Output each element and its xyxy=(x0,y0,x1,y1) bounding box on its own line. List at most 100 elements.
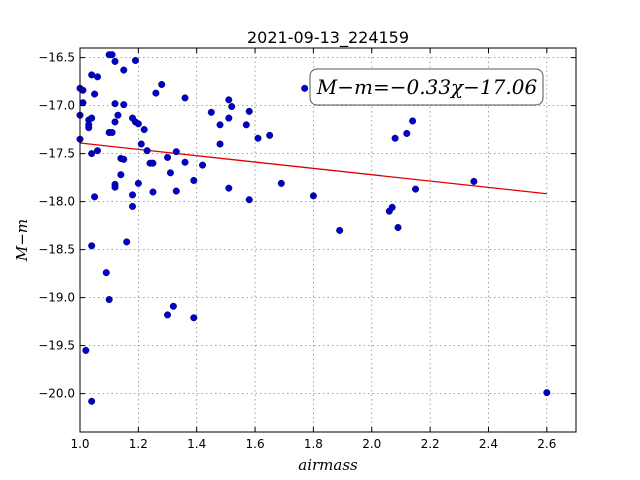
x-tick-label: 2.6 xyxy=(537,437,556,451)
data-point xyxy=(169,302,177,310)
axis-ticks xyxy=(79,48,576,432)
data-point xyxy=(309,192,317,200)
data-point xyxy=(120,66,128,74)
data-point xyxy=(254,134,262,142)
data-point xyxy=(149,159,157,167)
x-tick-labels: 1.0 1.2 1.4 1.6 1.8 2.0 2.2 2.4 2.6 xyxy=(70,437,556,451)
data-point xyxy=(266,131,274,139)
fit-annotation: M−m=−0.33χ−17.06 xyxy=(309,68,544,106)
data-point xyxy=(143,147,151,155)
data-point xyxy=(242,121,250,129)
plot-area xyxy=(80,48,576,432)
x-axis-label: airmass xyxy=(298,456,358,474)
data-point xyxy=(108,128,116,136)
data-point xyxy=(131,56,139,64)
fit-line xyxy=(79,142,547,195)
data-point xyxy=(91,90,99,98)
data-point xyxy=(216,140,224,148)
data-point xyxy=(134,179,142,187)
data-point xyxy=(79,86,87,94)
data-point xyxy=(164,153,172,161)
data-point xyxy=(172,148,180,156)
data-point xyxy=(91,193,99,201)
y-tick-label: −18.5 xyxy=(38,243,75,257)
data-point xyxy=(172,187,180,195)
data-point xyxy=(120,155,128,163)
y-tick-label: −19.5 xyxy=(38,339,75,353)
y-tick-label: −19.0 xyxy=(38,291,75,305)
data-point xyxy=(190,314,198,322)
data-point xyxy=(85,124,93,132)
data-points xyxy=(76,51,551,405)
x-tick-label: 1.8 xyxy=(304,437,323,451)
y-tick-labels: −16.5 −17.0 −17.5 −18.0 −18.5 −19.0 −19.5 −20.0 xyxy=(38,51,75,401)
data-point xyxy=(225,96,233,104)
data-point xyxy=(108,51,116,59)
data-point xyxy=(129,202,137,210)
data-point xyxy=(166,169,174,177)
data-point xyxy=(245,196,253,204)
plot-frame xyxy=(79,47,577,433)
data-point xyxy=(277,179,285,187)
x-tick-label: 1.6 xyxy=(246,437,265,451)
data-point xyxy=(117,171,125,179)
data-point xyxy=(120,101,128,109)
x-tick-label: 1.4 xyxy=(187,437,206,451)
data-point xyxy=(181,94,189,102)
fit-line-group xyxy=(79,142,547,195)
data-point xyxy=(134,120,142,128)
data-point xyxy=(245,107,253,115)
data-point xyxy=(391,134,399,142)
data-point xyxy=(111,100,119,108)
data-point xyxy=(137,140,145,148)
data-point xyxy=(114,111,122,119)
data-point xyxy=(88,71,96,79)
x-tick-label: 2.0 xyxy=(362,437,381,451)
data-point xyxy=(225,114,233,122)
chart-title: 2021-09-13_224159 xyxy=(247,28,409,48)
data-point xyxy=(88,150,96,158)
annotation-text: M−m=−0.33χ−17.06 xyxy=(316,75,538,99)
data-point xyxy=(149,188,157,196)
data-point xyxy=(470,177,478,185)
data-point xyxy=(164,311,172,319)
data-point xyxy=(152,89,160,97)
x-tick-label: 2.2 xyxy=(421,437,440,451)
y-axis-label: M−m xyxy=(13,219,31,262)
data-point xyxy=(111,118,119,126)
grid-lines xyxy=(79,48,576,432)
y-tick-label: −18.0 xyxy=(38,195,75,209)
data-point xyxy=(111,183,119,191)
data-point xyxy=(301,84,309,92)
data-point xyxy=(225,184,233,192)
data-point xyxy=(336,226,344,234)
data-point xyxy=(543,389,551,397)
data-point xyxy=(207,108,215,116)
data-point xyxy=(228,103,236,111)
x-tick-label: 2.4 xyxy=(479,437,498,451)
y-tick-label: −16.5 xyxy=(38,51,75,65)
data-point xyxy=(79,99,87,107)
data-point xyxy=(388,203,396,211)
data-point xyxy=(88,242,96,250)
y-tick-label: −17.5 xyxy=(38,147,75,161)
data-point xyxy=(88,397,96,405)
data-point xyxy=(403,129,411,137)
data-point xyxy=(129,191,137,199)
data-point xyxy=(102,269,110,277)
data-point xyxy=(123,238,131,246)
annotation-box xyxy=(309,68,544,106)
data-point xyxy=(105,296,113,304)
data-point xyxy=(158,80,166,88)
data-point xyxy=(88,114,96,122)
data-point xyxy=(409,117,417,125)
data-point xyxy=(140,126,148,134)
data-point xyxy=(82,346,90,354)
data-point xyxy=(94,147,102,155)
data-point xyxy=(94,73,102,81)
x-tick-label: 1.2 xyxy=(129,437,148,451)
x-tick-label: 1.0 xyxy=(70,437,89,451)
data-point xyxy=(190,176,198,184)
data-point xyxy=(181,158,189,166)
